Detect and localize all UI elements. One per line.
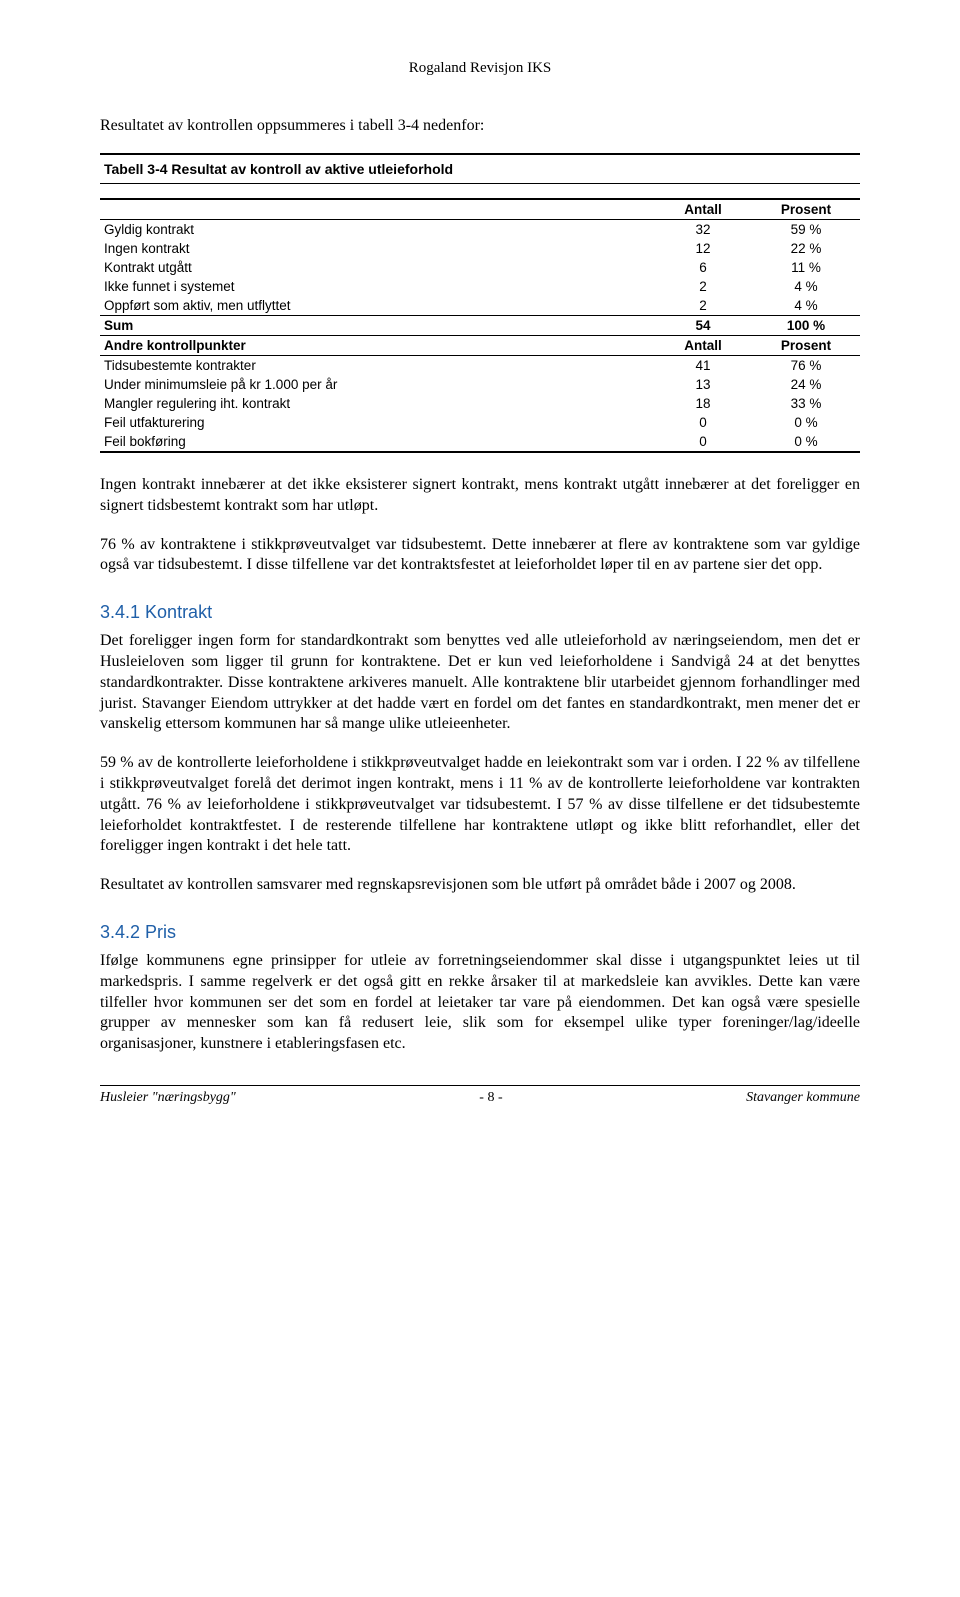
cell-antall: 32 [654,220,752,240]
section2-header: Andre kontrollpunkter [100,336,654,356]
cell-prosent: 0 % [752,432,860,452]
table-row: Mangler regulering iht. kontrakt 18 33 % [100,394,860,413]
table-row: Ikke funnet i systemet 2 4 % [100,277,860,296]
table-row: Feil bokføring 0 0 % [100,432,860,452]
cell-prosent: 22 % [752,239,860,258]
cell-label: Ikke funnet i systemet [100,277,654,296]
cell-antall: 2 [654,296,752,316]
section-heading-kontrakt: 3.4.1 Kontrakt [100,602,860,623]
paragraph: Det foreligger ingen form for standardko… [100,631,860,735]
cell-prosent: 4 % [752,277,860,296]
col-antall: Antall [654,199,752,220]
sum-row: Sum 54 100 % [100,316,860,336]
footer-right: Stavanger kommune [746,1090,860,1106]
section-heading-pris: 3.4.2 Pris [100,922,860,943]
cell-prosent: 100 % [752,316,860,336]
table-header-1: Antall Prosent [100,199,860,220]
table-row: Under minimumsleie på kr 1.000 per år 13… [100,375,860,394]
cell-prosent: 24 % [752,375,860,394]
cell-prosent: 0 % [752,413,860,432]
cell-label: Gyldig kontrakt [100,220,654,240]
cell-label: Under minimumsleie på kr 1.000 per år [100,375,654,394]
cell-antall: 18 [654,394,752,413]
cell-prosent: 76 % [752,356,860,376]
footer-page-number: - 8 - [479,1090,502,1106]
table-row: Ingen kontrakt 12 22 % [100,239,860,258]
cell-antall: 6 [654,258,752,277]
page-footer: Husleier "næringsbygg" - 8 - Stavanger k… [100,1085,860,1106]
table-header-2: Andre kontrollpunkter Antall Prosent [100,336,860,356]
cell-antall: 41 [654,356,752,376]
intro-paragraph: Resultatet av kontrollen oppsummeres i t… [100,117,860,135]
paragraph: Ifølge kommunens egne prinsipper for utl… [100,951,860,1055]
cell-prosent: 4 % [752,296,860,316]
company-header: Rogaland Revisjon IKS [100,60,860,77]
cell-antall: 0 [654,413,752,432]
cell-label: Sum [100,316,654,336]
paragraph: 76 % av kontraktene i stikkprøveutvalget… [100,535,860,577]
table-row: Feil utfakturering 0 0 % [100,413,860,432]
cell-antall: 0 [654,432,752,452]
cell-label: Mangler regulering iht. kontrakt [100,394,654,413]
cell-prosent: 33 % [752,394,860,413]
paragraph: Ingen kontrakt innebærer at det ikke eks… [100,475,860,517]
cell-prosent: 59 % [752,220,860,240]
cell-antall: 54 [654,316,752,336]
table-row: Kontrakt utgått 6 11 % [100,258,860,277]
result-table: Antall Prosent Gyldig kontrakt 32 59 % I… [100,198,860,453]
cell-label: Ingen kontrakt [100,239,654,258]
cell-antall: 2 [654,277,752,296]
cell-label: Feil utfakturering [100,413,654,432]
cell-prosent: 11 % [752,258,860,277]
table-row: Gyldig kontrakt 32 59 % [100,220,860,240]
table-title: Tabell 3-4 Resultat av kontroll av aktiv… [100,153,860,184]
cell-label: Kontrakt utgått [100,258,654,277]
cell-label: Oppført som aktiv, men utflyttet [100,296,654,316]
paragraph: Resultatet av kontrollen samsvarer med r… [100,875,860,896]
footer-left: Husleier "næringsbygg" [100,1090,236,1106]
paragraph: 59 % av de kontrollerte leieforholdene i… [100,753,860,857]
col-prosent: Prosent [752,199,860,220]
cell-antall: 13 [654,375,752,394]
table-row: Oppført som aktiv, men utflyttet 2 4 % [100,296,860,316]
cell-antall: 12 [654,239,752,258]
cell-label: Tidsubestemte kontrakter [100,356,654,376]
col-prosent: Prosent [752,336,860,356]
col-antall: Antall [654,336,752,356]
table-row: Tidsubestemte kontrakter 41 76 % [100,356,860,376]
cell-label: Feil bokføring [100,432,654,452]
